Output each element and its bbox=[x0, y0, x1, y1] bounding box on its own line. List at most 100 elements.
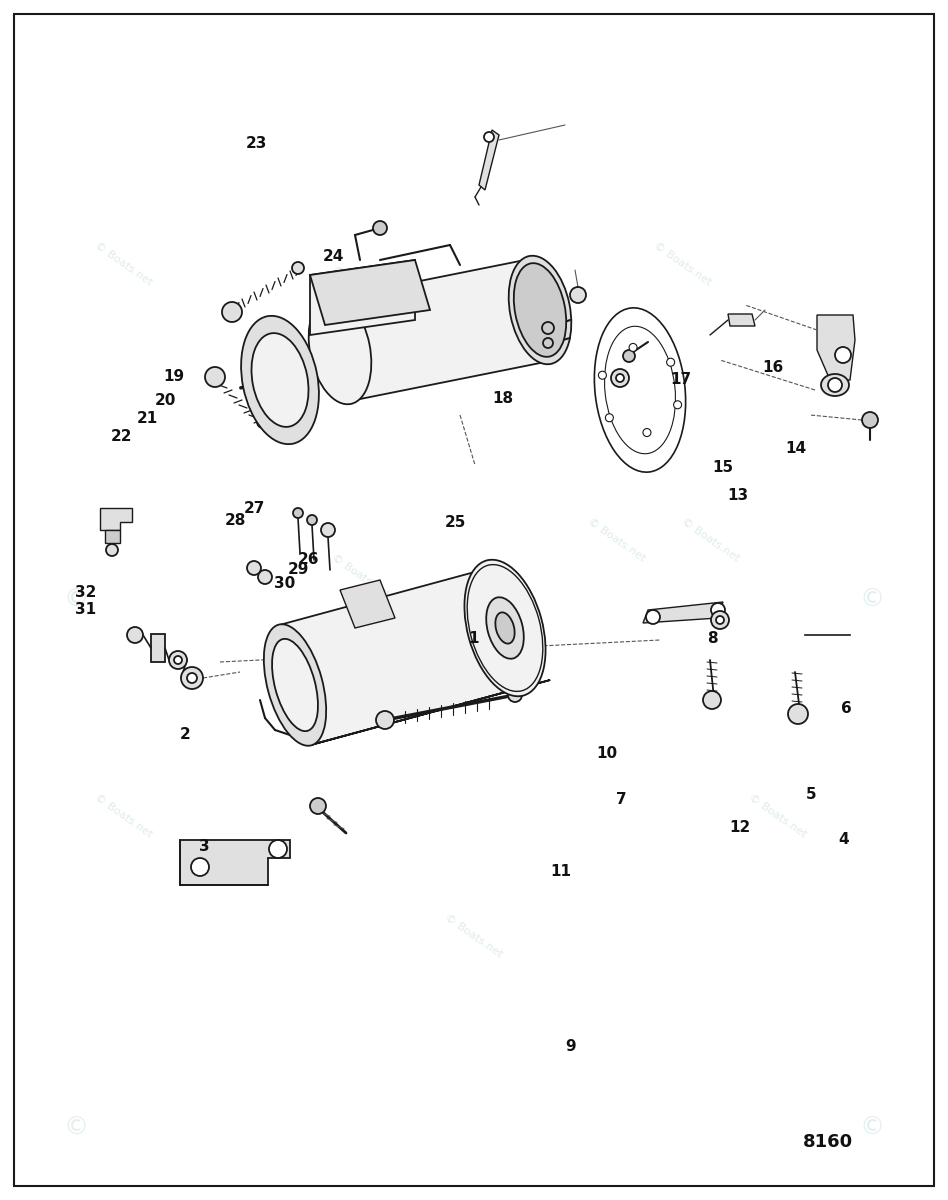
Text: 2: 2 bbox=[179, 727, 191, 742]
Circle shape bbox=[703, 691, 721, 709]
Text: © Boats.net: © Boats.net bbox=[681, 516, 741, 564]
Text: 20: 20 bbox=[155, 394, 176, 408]
Circle shape bbox=[222, 302, 242, 322]
Text: 32: 32 bbox=[75, 586, 96, 600]
Text: © Boats.net: © Boats.net bbox=[652, 240, 713, 288]
Circle shape bbox=[828, 378, 842, 392]
Text: 24: 24 bbox=[323, 250, 344, 264]
Text: 14: 14 bbox=[786, 442, 807, 456]
Circle shape bbox=[257, 416, 269, 428]
Circle shape bbox=[711, 611, 729, 629]
Text: 30: 30 bbox=[274, 576, 295, 590]
Circle shape bbox=[169, 650, 187, 670]
Circle shape bbox=[570, 287, 586, 302]
Circle shape bbox=[643, 428, 651, 437]
Circle shape bbox=[508, 688, 522, 702]
Text: ©: © bbox=[860, 588, 884, 612]
Circle shape bbox=[373, 221, 387, 235]
Polygon shape bbox=[643, 602, 723, 623]
Circle shape bbox=[187, 673, 197, 683]
Circle shape bbox=[598, 371, 607, 379]
Circle shape bbox=[646, 610, 660, 624]
Text: © Boats.net: © Boats.net bbox=[93, 240, 154, 288]
Circle shape bbox=[376, 710, 394, 728]
Polygon shape bbox=[311, 680, 550, 745]
Text: © Boats.net: © Boats.net bbox=[330, 552, 391, 600]
Circle shape bbox=[666, 359, 675, 366]
Circle shape bbox=[292, 262, 304, 274]
Circle shape bbox=[106, 544, 118, 556]
Text: 3: 3 bbox=[198, 839, 210, 853]
Polygon shape bbox=[340, 580, 395, 628]
Ellipse shape bbox=[821, 374, 849, 396]
Text: 25: 25 bbox=[445, 515, 465, 529]
Circle shape bbox=[623, 350, 635, 362]
Polygon shape bbox=[279, 568, 521, 745]
Ellipse shape bbox=[264, 624, 326, 745]
Polygon shape bbox=[330, 259, 550, 401]
Text: 31: 31 bbox=[75, 602, 96, 617]
Polygon shape bbox=[310, 260, 415, 335]
Text: 13: 13 bbox=[727, 488, 748, 503]
Text: 26: 26 bbox=[298, 552, 319, 566]
Text: ©: © bbox=[64, 1116, 88, 1140]
Circle shape bbox=[711, 602, 725, 617]
Text: 23: 23 bbox=[246, 137, 266, 151]
Text: 15: 15 bbox=[712, 461, 733, 475]
Text: 16: 16 bbox=[762, 360, 783, 374]
Text: © Boats.net: © Boats.net bbox=[586, 516, 647, 564]
Text: © Boats.net: © Boats.net bbox=[330, 264, 391, 312]
Text: 22: 22 bbox=[111, 430, 132, 444]
Text: ©: © bbox=[64, 588, 88, 612]
Text: 29: 29 bbox=[288, 563, 309, 577]
Circle shape bbox=[258, 570, 272, 584]
Circle shape bbox=[629, 343, 637, 352]
Circle shape bbox=[205, 367, 225, 386]
Polygon shape bbox=[728, 314, 755, 326]
Text: 4: 4 bbox=[838, 833, 849, 847]
Text: © Boats.net: © Boats.net bbox=[747, 792, 808, 840]
Circle shape bbox=[269, 840, 287, 858]
Text: 17: 17 bbox=[670, 372, 691, 386]
Circle shape bbox=[321, 523, 335, 538]
Circle shape bbox=[788, 704, 808, 724]
Text: 5: 5 bbox=[806, 787, 817, 802]
Circle shape bbox=[247, 560, 261, 575]
Text: 11: 11 bbox=[551, 864, 572, 878]
Circle shape bbox=[835, 347, 851, 362]
Text: © Boats.net: © Boats.net bbox=[444, 912, 504, 960]
Text: 12: 12 bbox=[729, 821, 750, 835]
Text: 19: 19 bbox=[163, 370, 184, 384]
Circle shape bbox=[674, 401, 682, 409]
Circle shape bbox=[611, 370, 629, 386]
Ellipse shape bbox=[272, 638, 318, 731]
Circle shape bbox=[716, 616, 724, 624]
Ellipse shape bbox=[496, 612, 515, 643]
Polygon shape bbox=[310, 260, 430, 325]
Ellipse shape bbox=[465, 559, 545, 696]
Circle shape bbox=[307, 515, 317, 526]
Circle shape bbox=[484, 132, 494, 142]
Text: 18: 18 bbox=[492, 391, 513, 406]
Text: 8: 8 bbox=[707, 631, 719, 646]
Ellipse shape bbox=[486, 598, 524, 659]
Polygon shape bbox=[180, 840, 290, 886]
Circle shape bbox=[616, 374, 624, 382]
Ellipse shape bbox=[509, 256, 572, 365]
Circle shape bbox=[310, 798, 326, 814]
Text: 8160: 8160 bbox=[803, 1133, 852, 1151]
Ellipse shape bbox=[605, 326, 676, 454]
Text: 9: 9 bbox=[565, 1039, 576, 1054]
Polygon shape bbox=[479, 130, 499, 190]
Circle shape bbox=[191, 858, 209, 876]
Circle shape bbox=[862, 412, 878, 428]
Text: 21: 21 bbox=[137, 412, 157, 426]
Circle shape bbox=[542, 322, 554, 334]
Ellipse shape bbox=[241, 316, 319, 444]
Text: © Boats.net: © Boats.net bbox=[93, 792, 154, 840]
Polygon shape bbox=[151, 634, 165, 662]
Ellipse shape bbox=[594, 308, 685, 472]
Circle shape bbox=[293, 508, 303, 518]
Ellipse shape bbox=[309, 295, 372, 404]
Circle shape bbox=[174, 656, 182, 664]
